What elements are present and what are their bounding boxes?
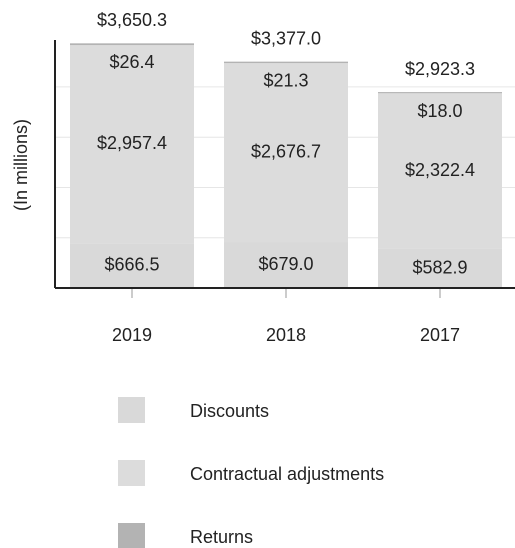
x-tick-label: 2019 xyxy=(112,325,152,345)
bar-segment xyxy=(378,93,502,249)
total-label: $3,650.3 xyxy=(97,10,167,30)
value-label: $18.0 xyxy=(417,101,462,121)
x-tick-label: 2017 xyxy=(420,325,460,345)
bar-segment xyxy=(224,63,348,243)
bar-segment xyxy=(378,248,502,288)
legend-label: Returns xyxy=(190,527,253,547)
legend-label: Discounts xyxy=(190,401,269,421)
value-label: $26.4 xyxy=(109,52,154,72)
total-label: $2,923.3 xyxy=(405,59,475,79)
legend-swatch xyxy=(118,460,145,486)
legend-swatch xyxy=(118,523,145,548)
value-label: $582.9 xyxy=(412,258,467,278)
value-label: $2,676.7 xyxy=(251,142,321,162)
value-label: $2,322.4 xyxy=(405,160,475,180)
bar-segment xyxy=(70,43,194,46)
x-tick-label: 2018 xyxy=(266,325,306,345)
y-axis-label: (In millions) xyxy=(11,119,31,211)
value-label: $679.0 xyxy=(258,254,313,274)
legend-swatch xyxy=(118,397,145,423)
total-label: $3,377.0 xyxy=(251,28,321,48)
bar-segment xyxy=(224,242,348,288)
value-label: $21.3 xyxy=(263,70,308,90)
value-label: $2,957.4 xyxy=(97,133,167,153)
value-label: $666.5 xyxy=(104,254,159,274)
legend-label: Contractual adjustments xyxy=(190,464,384,484)
bar-segment xyxy=(224,61,348,64)
bar-segment xyxy=(70,45,194,244)
bar-segment xyxy=(378,92,502,94)
bar-segment xyxy=(70,243,194,288)
